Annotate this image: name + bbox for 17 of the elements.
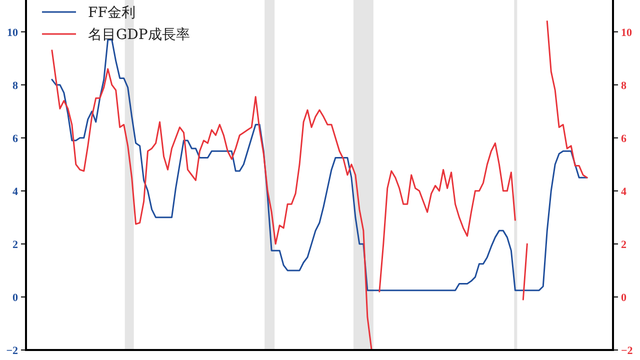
legend-label: 名目GDP成長率	[88, 27, 190, 43]
y2-tick-label: 6	[621, 132, 627, 145]
y-tick-label: −2	[6, 345, 18, 357]
line-series	[51, 39, 588, 292]
y2-tick-label: −2	[621, 345, 634, 357]
y2-tick-label: 2	[621, 238, 627, 251]
y2-tick-label: 10	[621, 26, 632, 39]
y2-tick-label: 8	[621, 80, 627, 92]
y-tick-label: 10	[7, 26, 18, 39]
y-tick-label: 2	[12, 238, 18, 251]
y-tick-label: 8	[12, 80, 18, 92]
legend-label: FF金利	[88, 5, 136, 21]
y-tick-label: 6	[12, 132, 18, 145]
y2-tick-label: 4	[621, 186, 627, 198]
y-tick-label: 4	[12, 186, 18, 198]
y2-tick-label: 0	[621, 292, 627, 304]
y-tick-label: 0	[12, 292, 18, 304]
